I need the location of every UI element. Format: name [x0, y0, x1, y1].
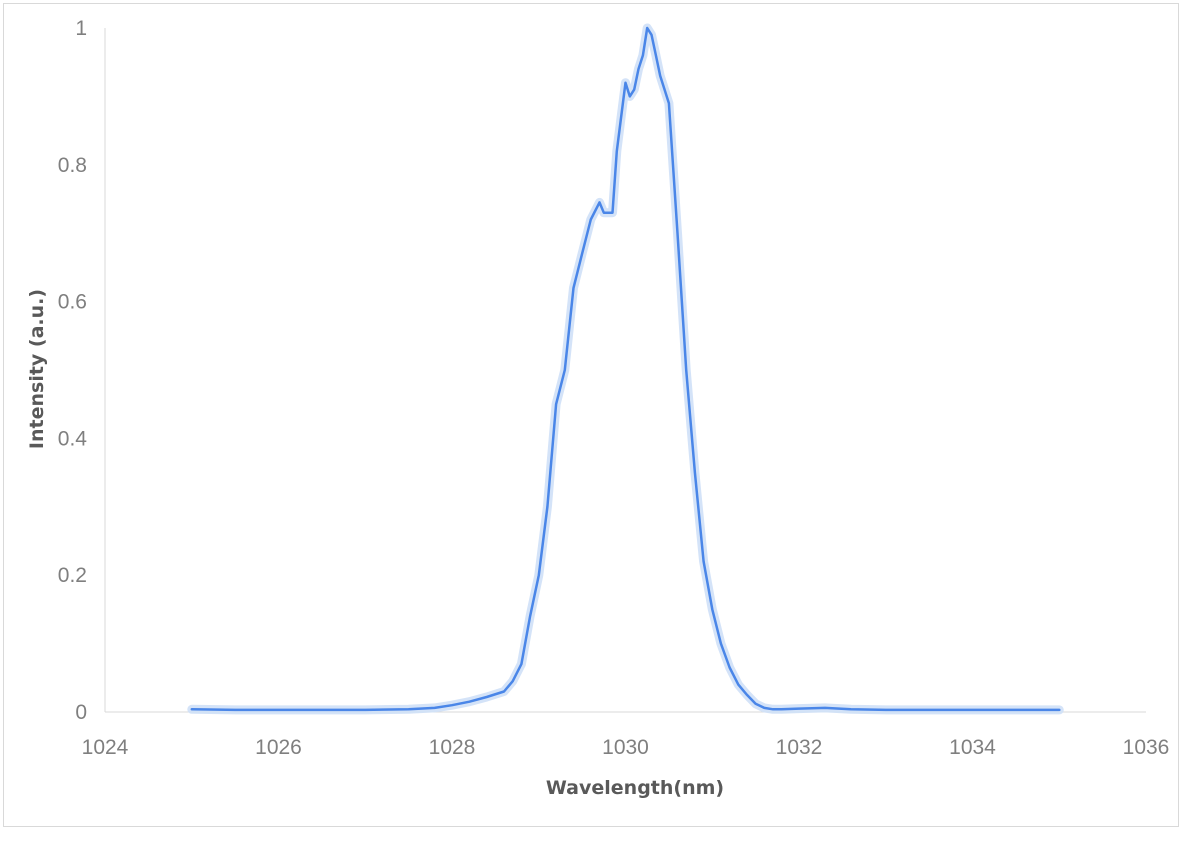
- x-tick-label: 1028: [429, 736, 476, 759]
- x-tick-label: 1036: [1123, 736, 1170, 759]
- x-tick-label: 1026: [255, 736, 302, 759]
- y-tick-label: 1: [75, 17, 87, 40]
- series-halo: [187, 23, 1064, 715]
- x-tick-label: 1030: [602, 736, 649, 759]
- series-layer: [187, 23, 1064, 715]
- x-tick-label: 1024: [82, 736, 129, 759]
- x-tick-label: 1034: [949, 736, 996, 759]
- y-tick-label: 0.8: [58, 154, 87, 177]
- y-axis-title: Intensity (a.u.): [26, 289, 48, 449]
- x-axis-title: Wavelength(nm): [546, 777, 724, 799]
- series-line: [190, 26, 1061, 712]
- y-tick-label: 0.2: [58, 564, 87, 587]
- axes: [104, 28, 1146, 713]
- y-tick-label: 0.6: [58, 291, 87, 314]
- tick-labels: 1024 1026 1028 1030 1032 1034 1036 0 0.2 0.4 0.6 0.…: [58, 17, 1170, 759]
- chart-frame: [3, 3, 1179, 827]
- y-tick-label: 0.4: [58, 427, 88, 450]
- y-tick-label: 0: [75, 701, 87, 724]
- x-tick-label: 1032: [776, 736, 823, 759]
